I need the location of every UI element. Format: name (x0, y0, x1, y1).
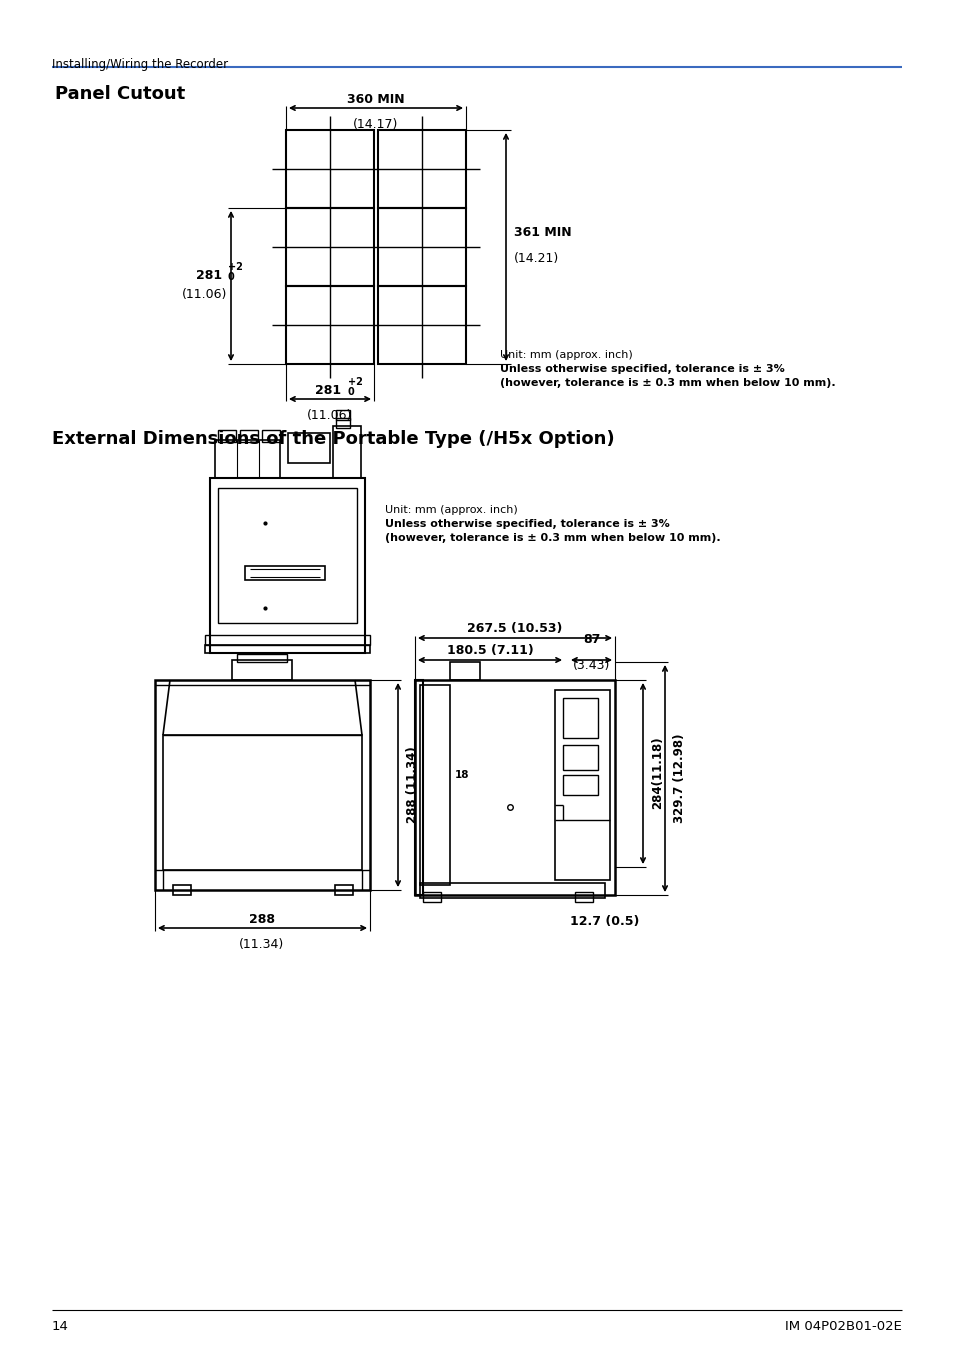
Text: (however, tolerance is ± 0.3 mm when below 10 mm).: (however, tolerance is ± 0.3 mm when bel… (499, 378, 835, 387)
Bar (210, 478, 365, 653)
Bar (232, 660, 292, 680)
Bar (240, 431, 257, 441)
Text: 288 (11.34): 288 (11.34) (406, 747, 418, 824)
Bar (205, 634, 370, 645)
Bar (154, 680, 370, 890)
Text: 281: 281 (314, 383, 345, 397)
Bar (172, 886, 191, 895)
Text: (14.21): (14.21) (514, 252, 558, 265)
Bar (286, 208, 374, 286)
Bar (245, 566, 325, 580)
Text: 14: 14 (52, 1320, 69, 1332)
Text: 288: 288 (249, 913, 274, 926)
Text: (3.43): (3.43) (573, 659, 610, 672)
Bar (377, 286, 465, 364)
Text: Installing/Wiring the Recorder: Installing/Wiring the Recorder (52, 58, 228, 72)
Bar (419, 684, 450, 886)
Text: Unit: mm (approx. inch): Unit: mm (approx. inch) (385, 505, 517, 514)
Text: (14.17): (14.17) (353, 117, 398, 131)
Bar (335, 410, 350, 420)
Text: 0: 0 (348, 387, 355, 397)
Bar (335, 418, 350, 428)
Text: (however, tolerance is ± 0.3 mm when below 10 mm).: (however, tolerance is ± 0.3 mm when bel… (385, 533, 720, 543)
Bar (333, 427, 360, 478)
Text: 329.7 (12.98): 329.7 (12.98) (672, 733, 685, 822)
Bar (286, 130, 374, 208)
Text: (11.06): (11.06) (307, 409, 353, 423)
Text: 87: 87 (582, 633, 600, 647)
Bar (163, 734, 361, 869)
Bar (555, 690, 609, 880)
Bar (262, 431, 280, 441)
Bar (218, 487, 356, 622)
Bar (450, 662, 479, 680)
Bar (422, 892, 440, 902)
Bar (562, 698, 598, 738)
Text: 0: 0 (228, 271, 234, 282)
Bar (288, 433, 330, 463)
Bar (562, 775, 598, 795)
Text: 180.5 (7.11): 180.5 (7.11) (446, 644, 533, 657)
Text: IM 04P02B01-02E: IM 04P02B01-02E (784, 1320, 901, 1332)
Bar (575, 892, 593, 902)
Bar (218, 431, 235, 441)
Text: 267.5 (10.53): 267.5 (10.53) (467, 622, 562, 634)
Text: +2: +2 (348, 377, 362, 387)
Text: +2: +2 (228, 262, 243, 271)
Text: 360 MIN: 360 MIN (347, 93, 404, 107)
Bar (377, 130, 465, 208)
Bar (562, 745, 598, 769)
Bar (335, 886, 353, 895)
Bar (377, 208, 465, 286)
Text: Unit: mm (approx. inch): Unit: mm (approx. inch) (499, 350, 632, 360)
Text: External Dimensions of the Portable Type (/H5x Option): External Dimensions of the Portable Type… (52, 431, 614, 448)
Text: 281: 281 (196, 269, 227, 282)
Text: 12.7 (0.5): 12.7 (0.5) (570, 915, 639, 927)
Bar (286, 286, 374, 364)
Bar (214, 440, 280, 478)
Text: 361 MIN: 361 MIN (514, 225, 571, 239)
Bar (415, 680, 615, 895)
Text: (11.34): (11.34) (239, 938, 284, 950)
Text: 284(11.18): 284(11.18) (650, 737, 663, 809)
Bar (419, 883, 604, 898)
Bar (236, 653, 287, 662)
Bar (205, 645, 370, 653)
Bar (415, 680, 422, 895)
Text: 18: 18 (455, 769, 469, 780)
Text: (11.06): (11.06) (181, 288, 227, 301)
Text: Unless otherwise specified, tolerance is ± 3%: Unless otherwise specified, tolerance is… (499, 364, 784, 374)
Text: Unless otherwise specified, tolerance is ± 3%: Unless otherwise specified, tolerance is… (385, 518, 669, 529)
Text: Panel Cutout: Panel Cutout (55, 85, 185, 103)
